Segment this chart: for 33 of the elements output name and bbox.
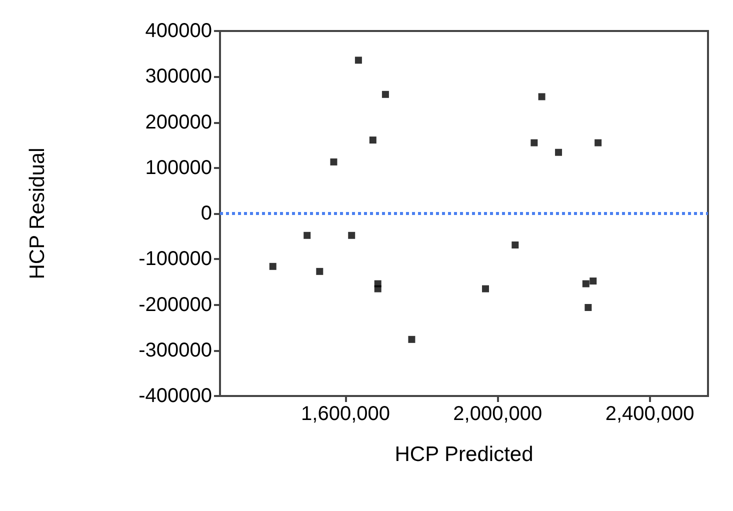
point <box>482 285 489 292</box>
point <box>584 304 592 311</box>
point <box>512 241 519 248</box>
point <box>530 139 538 146</box>
y-axis-title: HCP Residual <box>26 148 49 280</box>
point <box>304 232 311 239</box>
x-tick-label: 2,000,000 <box>453 403 542 425</box>
point <box>538 93 546 100</box>
point <box>348 232 356 239</box>
point <box>382 90 389 98</box>
point <box>330 158 338 166</box>
point <box>408 336 416 343</box>
y-tick-label: -200000 <box>138 294 212 316</box>
point <box>354 56 362 64</box>
point <box>316 268 324 275</box>
point <box>269 262 276 270</box>
y-tick-label: 300000 <box>145 66 212 88</box>
point <box>582 280 590 288</box>
point <box>369 136 376 144</box>
point <box>594 139 602 146</box>
x-axis-title: HCP Predicted <box>394 443 534 466</box>
point <box>555 148 562 156</box>
y-tick-label: -100000 <box>138 248 212 270</box>
point <box>374 285 382 292</box>
y-tick-label: -300000 <box>138 339 212 362</box>
x-tick-label: 1,600,000 <box>301 403 390 425</box>
y-tick-label: 400000 <box>145 20 212 42</box>
y-tick-label: 0 <box>200 202 212 224</box>
y-tick-label: 200000 <box>145 111 212 134</box>
point <box>590 278 597 285</box>
y-tick-label: 100000 <box>145 156 212 179</box>
x-tick-label: 2,400,000 <box>605 403 694 425</box>
y-tick-label: -400000 <box>138 385 212 407</box>
